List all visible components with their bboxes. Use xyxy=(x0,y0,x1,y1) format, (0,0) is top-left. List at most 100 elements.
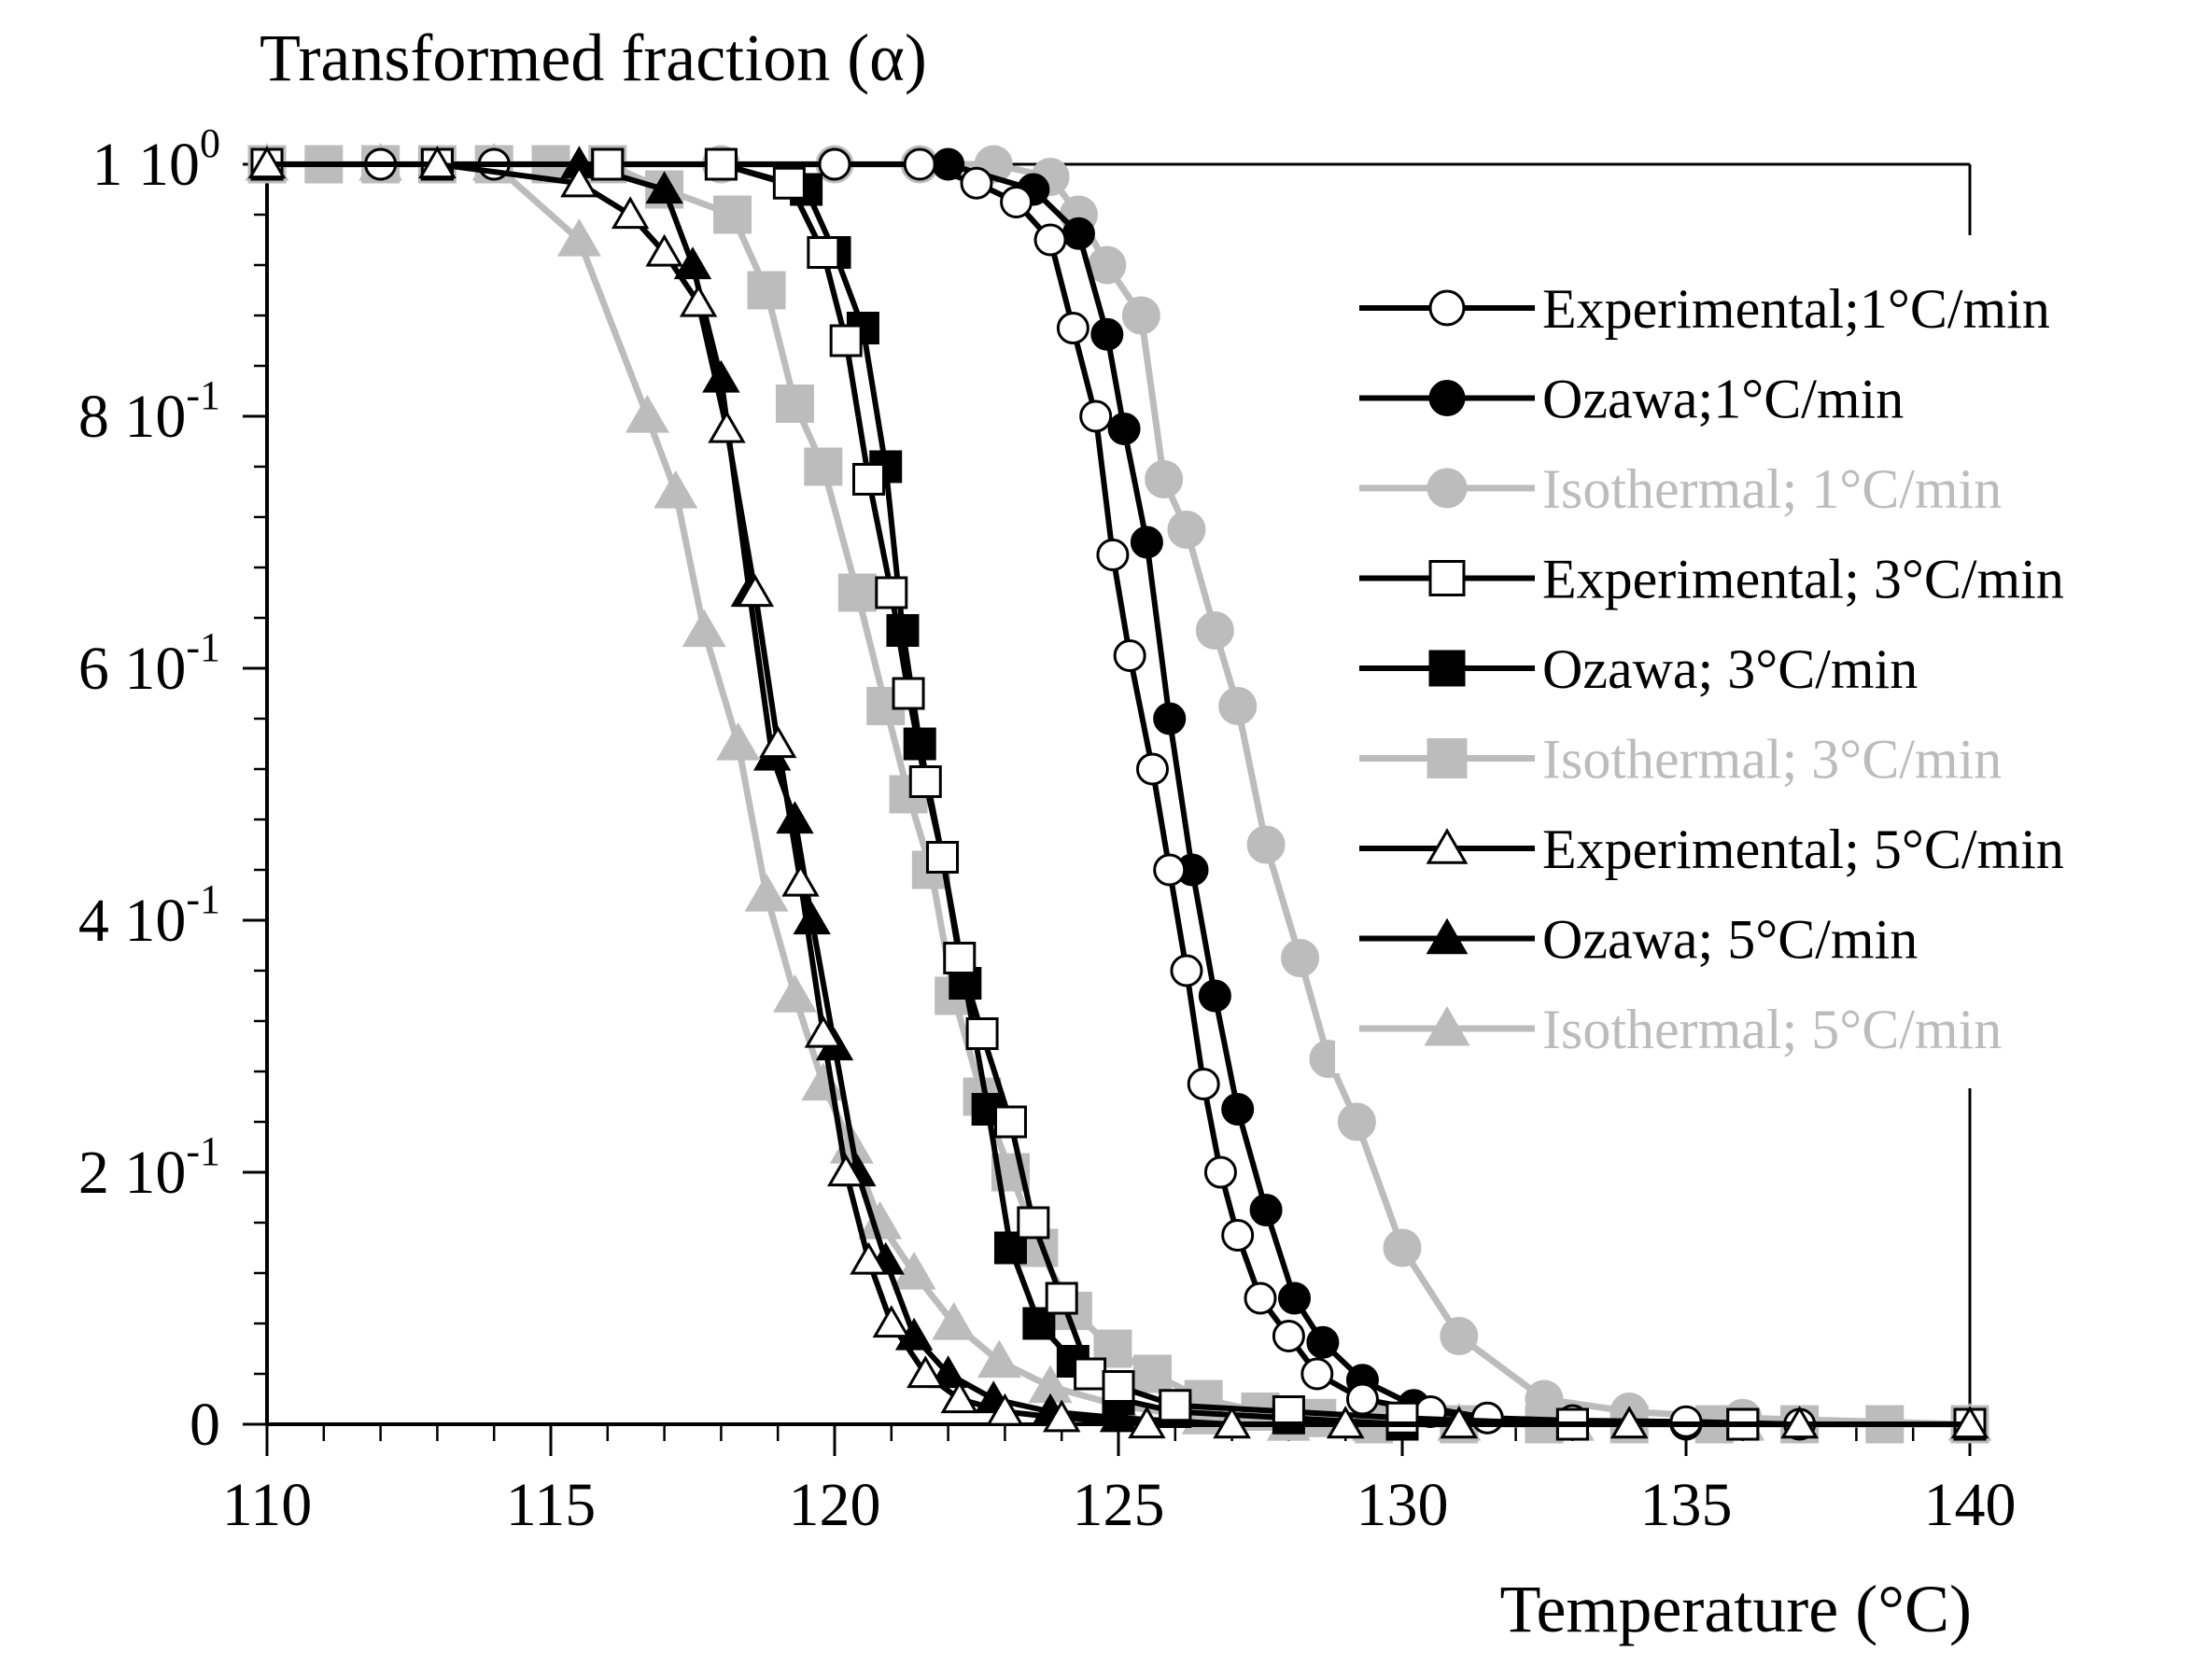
circle-marker xyxy=(1079,399,1113,433)
legend-item: Isothermal; 3°C/min xyxy=(1359,729,2002,791)
legend-label: Ozawa; 5°C/min xyxy=(1542,909,1918,971)
legend-item: Isothermal; 5°C/min xyxy=(1359,999,2002,1060)
circle-marker xyxy=(960,166,993,200)
triangle-marker xyxy=(781,863,820,897)
circle-marker xyxy=(1428,380,1466,416)
square-marker xyxy=(965,1017,999,1050)
triangle-marker xyxy=(673,246,712,280)
circle-marker xyxy=(1300,1357,1334,1391)
y-tick-label: 8 10-1 xyxy=(78,372,220,451)
square-marker xyxy=(993,1105,1027,1139)
circle-marker xyxy=(1249,1194,1283,1226)
y-tick-label-main: 4 10 xyxy=(78,887,187,955)
legend-item: Experimental; 5°C/min xyxy=(1359,819,2064,880)
x-tick-label: 140 xyxy=(1924,1471,2017,1539)
triangle-marker xyxy=(560,164,598,198)
y-tick-label: 2 10-1 xyxy=(78,1128,220,1207)
triangle-marker xyxy=(804,1015,843,1048)
circle-marker xyxy=(1281,939,1320,977)
triangle-marker xyxy=(708,410,746,443)
square-marker xyxy=(875,576,908,609)
circle-marker xyxy=(1272,1320,1305,1352)
legend-label: Ozawa; 3°C/min xyxy=(1542,638,1918,700)
circle-marker xyxy=(1428,289,1466,327)
legend-label: Experimental; 3°C/min xyxy=(1542,549,2064,610)
y-tick-label-main: 1 10 xyxy=(92,131,201,199)
y-tick-label-exponent: -1 xyxy=(186,1128,220,1174)
circle-marker xyxy=(1440,1317,1479,1355)
circle-marker xyxy=(818,147,851,181)
legend-item: Isothermal; 1°C/min xyxy=(1359,458,2002,520)
legend-label: Experimental; 5°C/min xyxy=(1542,819,2064,880)
circle-marker xyxy=(1061,217,1095,250)
circle-marker xyxy=(1135,752,1169,786)
y-tick-label: 1 100 xyxy=(92,120,221,199)
triangle-marker xyxy=(772,974,817,1013)
triangle-marker xyxy=(1950,1406,1989,1439)
x-axis-title: Temperature (°C) xyxy=(1499,1572,1972,1646)
circle-marker xyxy=(1218,687,1258,725)
x-axis-ticks: 110 115 120 125 130 135 140 xyxy=(222,1424,2017,1539)
legend: Experimental;1°C/min Ozawa;1°C/min Isother… xyxy=(1359,278,2064,1060)
square-marker xyxy=(829,324,863,357)
x-tick-label: 130 xyxy=(1357,1471,1449,1539)
circle-marker xyxy=(1167,511,1206,549)
x-tick-label: 125 xyxy=(1073,1471,1165,1539)
circle-marker xyxy=(903,147,936,181)
triangle-marker xyxy=(758,725,797,759)
y-tick-label-main: 6 10 xyxy=(78,635,187,703)
triangle-marker xyxy=(892,1252,936,1290)
circle-marker xyxy=(1000,186,1033,218)
square-marker xyxy=(1074,1357,1107,1391)
circle-marker xyxy=(1337,1102,1376,1141)
legend-label: Isothermal; 1°C/min xyxy=(1542,458,2002,520)
circle-marker xyxy=(1088,245,1127,285)
circle-marker xyxy=(1096,539,1130,571)
triangle-marker xyxy=(1426,828,1469,864)
triangle-marker xyxy=(1042,1399,1081,1433)
circle-marker xyxy=(1170,954,1203,987)
plot-area xyxy=(245,143,1992,1444)
y-tick-label: 6 10-1 xyxy=(78,624,220,703)
legend-label: Isothermal; 3°C/min xyxy=(1542,729,2002,791)
square-marker xyxy=(886,614,920,647)
circle-marker xyxy=(1427,468,1468,509)
square-marker xyxy=(1045,1281,1078,1315)
y-tick-label-main: 0 xyxy=(190,1391,220,1459)
triangle-marker xyxy=(611,196,650,230)
circle-marker xyxy=(1244,1281,1277,1315)
triangle-marker xyxy=(850,1241,888,1275)
square-marker xyxy=(1428,560,1466,596)
y-tick-label-exponent: -1 xyxy=(186,372,220,418)
square-marker xyxy=(943,942,977,974)
circle-marker xyxy=(1277,1281,1311,1315)
circle-marker xyxy=(1345,1382,1379,1416)
y-axis-title: Transformed fraction (α) xyxy=(260,21,927,95)
circle-marker xyxy=(1383,1228,1422,1267)
square-marker xyxy=(1159,1389,1192,1422)
triangle-marker xyxy=(932,1302,977,1340)
y-tick-label-exponent: -1 xyxy=(186,624,220,670)
triangle-marker xyxy=(1128,1406,1166,1439)
triangle-marker xyxy=(1780,1406,1819,1439)
square-marker xyxy=(747,271,786,310)
triangle-marker xyxy=(907,1355,945,1389)
triangle-marker xyxy=(1213,1406,1251,1439)
square-marker xyxy=(1385,1401,1419,1435)
triangle-marker xyxy=(645,171,683,204)
circle-marker xyxy=(1306,1325,1340,1359)
circle-marker xyxy=(1107,413,1141,445)
square-marker xyxy=(1132,1354,1172,1393)
triangle-marker xyxy=(679,284,718,317)
square-marker xyxy=(713,195,752,234)
circle-marker xyxy=(1187,1068,1220,1100)
circle-marker xyxy=(1056,312,1089,344)
triangle-marker xyxy=(929,1355,967,1389)
circle-marker xyxy=(1153,853,1187,887)
triangle-marker xyxy=(645,233,683,267)
y-tick-label: 4 10-1 xyxy=(78,876,220,955)
square-marker xyxy=(591,147,625,181)
y-tick-label-main: 8 10 xyxy=(78,383,187,451)
triangle-marker xyxy=(716,722,761,761)
